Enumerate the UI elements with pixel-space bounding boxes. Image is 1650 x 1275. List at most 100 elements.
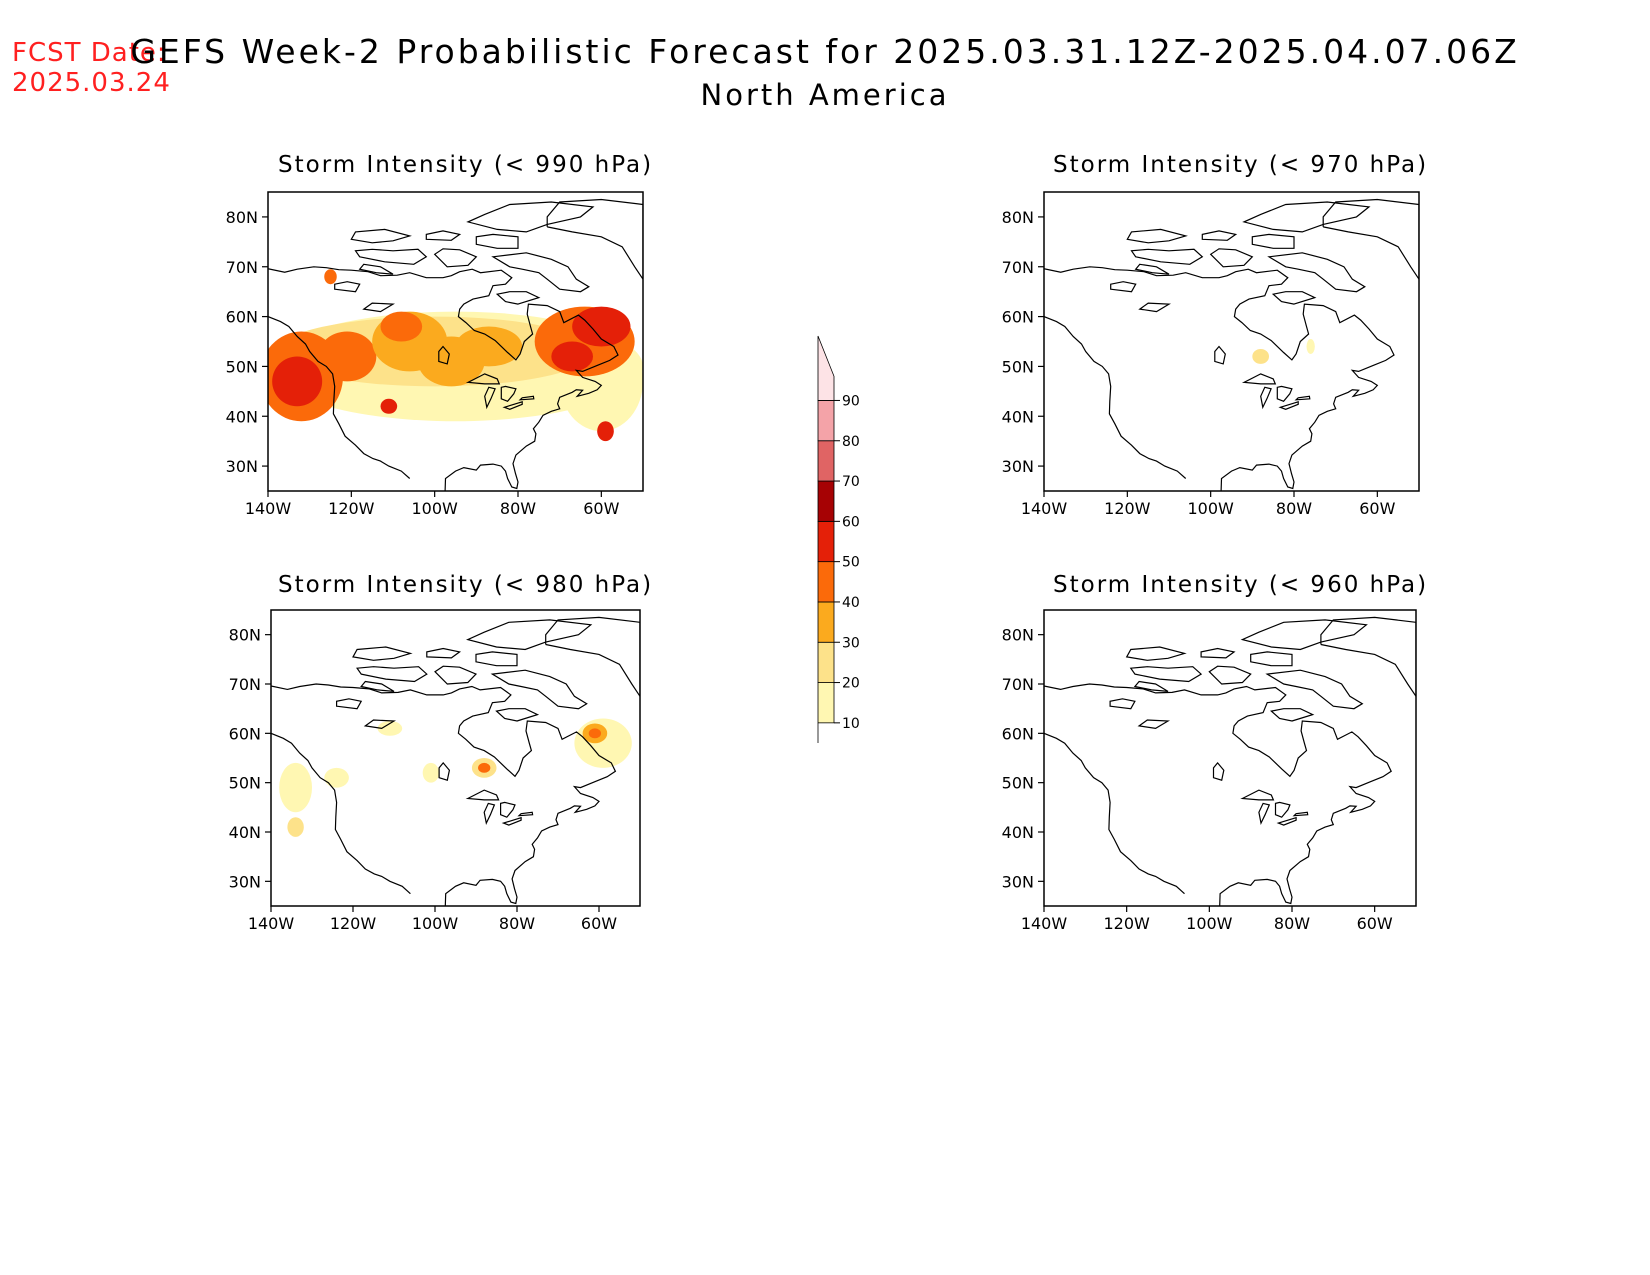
colorbar-swatch (817, 641, 835, 683)
lon-tick-label: 120W (330, 914, 377, 933)
lat-tick-label: 80N (1002, 208, 1034, 227)
lat-tick-label: 30N (1002, 872, 1034, 891)
lon-tick-label: 80W (500, 499, 536, 518)
colorbar-swatch (817, 520, 835, 563)
lat-tick-label: 60N (1002, 724, 1034, 743)
map-panel-p960: 80N 70N 60N 50N 40N 30N 140W 120W 100W 80W 60W (1002, 609, 1417, 933)
map-frame (267, 191, 644, 492)
probability-shading (279, 718, 632, 837)
colorbar-swatch (817, 335, 835, 401)
colorbar-swatch (817, 440, 835, 482)
lat-tick-label: 70N (1002, 258, 1034, 277)
probability-area-9 (588, 728, 602, 739)
map-panel-p980: 80N 70N 60N 50N 40N 30N 140W 120W 100W 80W 60W (229, 609, 641, 933)
colorbar-swatch (817, 561, 835, 603)
map-panel-p970: 80N 70N 60N 50N 40N 30N 140W 120W 100W 80W 60W (1002, 191, 1420, 518)
probability-area-0 (1252, 348, 1269, 364)
lon-tick-label: 140W (1021, 914, 1068, 933)
lon-tick-label: 120W (328, 499, 375, 518)
lon-tick-label: 120W (1104, 499, 1151, 518)
probability-area-9 (551, 341, 594, 372)
lon-tick-label: 120W (1103, 914, 1150, 933)
lat-tick-label: 50N (1002, 357, 1034, 376)
map-panel-p990: 80N 70N 60N 50N 40N 30N 140W 120W 100W 80W 60W (226, 191, 644, 518)
lat-tick-label: 70N (226, 258, 258, 277)
colorbar-label: 10 (842, 716, 860, 732)
colorbar-label: 90 (842, 393, 860, 409)
map-frame (270, 609, 641, 907)
colorbar-label: 30 (842, 635, 860, 651)
coastline (268, 198, 643, 491)
colorbar-label: 80 (842, 434, 860, 450)
coastline (271, 616, 640, 906)
probability-area-1 (287, 817, 304, 837)
lat-tick-label: 80N (229, 626, 261, 645)
lon-tick-label: 60W (581, 914, 617, 933)
panel-title-960: Storm Intensity (< 960 hPa) (1053, 572, 1429, 598)
colorbar-label: 70 (842, 474, 860, 490)
lon-tick-label: 100W (412, 914, 459, 933)
coastline (1044, 616, 1416, 906)
colorbar-swatch (817, 682, 835, 724)
lon-tick-label: 100W (1187, 499, 1234, 518)
map-frame (1043, 609, 1417, 907)
probability-area-12 (324, 269, 337, 285)
lon-tick-label: 80W (499, 914, 535, 933)
lat-tick-label: 80N (1002, 626, 1034, 645)
probability-shading (268, 269, 643, 442)
lon-tick-label: 60W (1359, 499, 1395, 518)
probability-area-2 (318, 331, 377, 382)
lat-tick-label: 40N (229, 823, 261, 842)
probability-area-4 (380, 311, 423, 342)
lat-tick-label: 30N (229, 872, 261, 891)
colorbar-label: 50 (842, 555, 860, 571)
lon-tick-label: 80W (1276, 499, 1312, 518)
probability-area-2 (324, 767, 349, 788)
probability-area-11 (380, 398, 398, 414)
lat-tick-label: 30N (1002, 457, 1034, 476)
lon-tick-label: 140W (248, 914, 295, 933)
colorbar-swatch (817, 601, 835, 643)
lat-tick-label: 60N (229, 724, 261, 743)
lat-tick-label: 70N (1002, 675, 1034, 694)
lat-tick-label: 40N (226, 407, 258, 426)
forecast-date-label: FCST Date: (12, 38, 167, 68)
lon-tick-label: 100W (1186, 914, 1233, 933)
lat-tick-label: 40N (1002, 407, 1034, 426)
lat-tick-label: 60N (226, 308, 258, 327)
forecast-date-value: 2025.03.24 (12, 68, 171, 98)
coastline (1044, 198, 1419, 491)
colorbar-label: 60 (842, 514, 860, 530)
probability-area-1 (272, 356, 323, 407)
lon-tick-label: 140W (1021, 499, 1068, 518)
lon-tick-label: 60W (583, 499, 619, 518)
lat-tick-label: 80N (226, 208, 258, 227)
lon-tick-label: 100W (411, 499, 458, 518)
page-title: GEFS Week-2 Probabilistic Forecast for 2… (130, 32, 1520, 71)
lat-tick-label: 40N (1002, 823, 1034, 842)
colorbar-legend: 10 20 30 40 50 60 70 80 90 (817, 335, 860, 743)
probability-area-6 (478, 762, 491, 773)
lon-tick-label: 80W (1274, 914, 1310, 933)
probability-area-3 (377, 721, 403, 736)
lat-tick-label: 70N (229, 675, 261, 694)
lat-tick-label: 60N (1002, 308, 1034, 327)
panel-title-990: Storm Intensity (< 990 hPa) (278, 152, 654, 178)
panel-title-980: Storm Intensity (< 980 hPa) (278, 572, 654, 598)
probability-area-1 (1306, 339, 1315, 354)
probability-area-10 (597, 421, 614, 442)
probability-area-6 (455, 326, 523, 367)
probability-area-7 (574, 718, 632, 768)
colorbar-label: 40 (842, 595, 860, 611)
lon-tick-label: 60W (1357, 914, 1393, 933)
forecast-date: FCST Date: 2025.03.24 (12, 38, 171, 98)
lat-tick-label: 30N (226, 457, 258, 476)
colorbar-swatch (817, 400, 835, 442)
lon-tick-label: 140W (245, 499, 292, 518)
map-frame (1043, 191, 1420, 492)
panel-title-970: Storm Intensity (< 970 hPa) (1053, 152, 1429, 178)
probability-area-0 (279, 762, 312, 813)
lat-tick-label: 50N (1002, 774, 1034, 793)
probability-area-8 (572, 306, 631, 347)
